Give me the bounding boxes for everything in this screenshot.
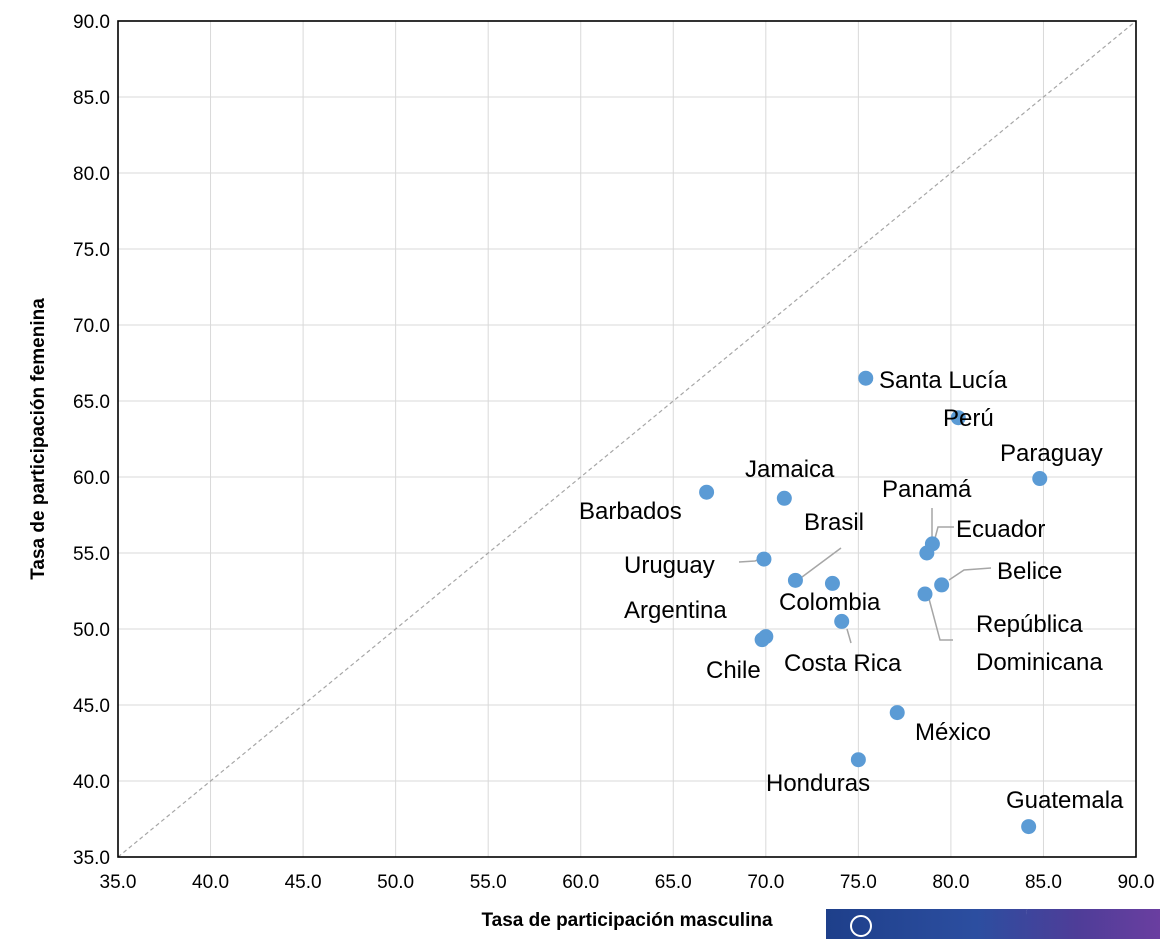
label-chile: Chile — [706, 657, 761, 684]
point-barbados — [699, 484, 715, 500]
label-jamaica: Jamaica — [745, 456, 835, 483]
point-jamaica — [776, 490, 792, 506]
label-belice: Belice — [997, 558, 1062, 585]
y-tick-label: 40.0 — [73, 772, 110, 793]
x-tick-label: 55.0 — [470, 872, 507, 893]
point-ecuador — [919, 545, 935, 561]
y-tick-label: 85.0 — [73, 88, 110, 109]
label-paraguay: Paraguay — [1000, 440, 1103, 467]
data-points — [699, 370, 1048, 835]
leader-line-republica-dominicana — [927, 594, 953, 641]
y-tick-label: 90.0 — [73, 12, 110, 33]
label-panama: Panamá — [882, 476, 972, 503]
label-brasil: Brasil — [804, 509, 864, 536]
point-guatemala — [1021, 819, 1037, 835]
point-uruguay — [756, 551, 772, 567]
x-axis-ticks: 35.0 40.0 45.0 50.0 55.0 60.0 65.0 70.0 75.0 80.0… — [100, 872, 1155, 893]
label-republica-dominicana: República Dominicana — [976, 611, 1103, 676]
label-leader-lines — [738, 508, 992, 644]
y-tick-label: 45.0 — [73, 696, 110, 717]
label-colombia: Colombia — [779, 589, 881, 616]
leader-line-brasil — [797, 547, 842, 581]
leader-line-costa-rica — [846, 628, 852, 644]
point-colombia — [824, 575, 840, 591]
label-guatemala: Guatemala — [1006, 787, 1124, 814]
label-ecuador: Ecuador — [956, 516, 1045, 543]
point-santa-lucia — [858, 370, 874, 386]
y-tick-label: 80.0 — [73, 164, 110, 185]
x-tick-label: 65.0 — [655, 872, 692, 893]
point-chile — [754, 632, 770, 648]
label-barbados: Barbados — [579, 498, 682, 525]
plot-area-frame — [117, 20, 1137, 858]
point-costa-rica — [834, 613, 850, 629]
x-tick-label: 80.0 — [932, 872, 969, 893]
y-tick-label: 35.0 — [73, 848, 110, 869]
x-tick-label: 90.0 — [1118, 872, 1155, 893]
decorative-arc — [1026, 909, 1160, 939]
label-santa-lucia: Santa Lucía — [879, 367, 1008, 394]
y-axis-ticks: 35.0 40.0 45.0 50.0 55.0 60.0 65.0 70.0 75.0 80.0… — [73, 12, 110, 869]
y-tick-label: 55.0 — [73, 544, 110, 565]
label-costa-rica: Costa Rica — [784, 650, 902, 677]
un-emblem-icon — [850, 915, 872, 937]
leader-line-belice — [948, 567, 992, 581]
point-paraguay — [1032, 471, 1048, 487]
x-tick-label: 60.0 — [562, 872, 599, 893]
point-republica-dominicana — [917, 586, 933, 602]
point-honduras — [850, 752, 866, 768]
x-tick-label: 70.0 — [747, 872, 784, 893]
y-tick-label: 75.0 — [73, 240, 110, 261]
x-tick-label: 75.0 — [840, 872, 877, 893]
y-axis-title: Tasa de participación femenina — [28, 298, 49, 580]
point-mexico — [889, 705, 905, 721]
y-tick-label: 60.0 — [73, 468, 110, 489]
label-honduras: Honduras — [766, 770, 870, 797]
y-tick-label: 70.0 — [73, 316, 110, 337]
x-tick-label: 85.0 — [1025, 872, 1062, 893]
x-tick-label: 50.0 — [377, 872, 414, 893]
point-peru — [950, 410, 966, 426]
point-belice — [934, 577, 950, 593]
x-tick-label: 40.0 — [192, 872, 229, 893]
label-argentina: Argentina — [624, 597, 727, 624]
point-brasil — [787, 572, 803, 588]
label-mexico: México — [915, 719, 991, 746]
reference-line-equality — [117, 20, 1137, 858]
publisher-logo-banner — [826, 909, 1160, 939]
x-tick-label: 45.0 — [285, 872, 322, 893]
x-axis-title: Tasa de participación masculina — [481, 910, 773, 931]
y-tick-label: 65.0 — [73, 392, 110, 413]
x-tick-label: 35.0 — [100, 872, 137, 893]
y-tick-label: 50.0 — [73, 620, 110, 641]
label-uruguay: Uruguay — [624, 552, 715, 579]
label-peru: Perú — [943, 405, 994, 432]
